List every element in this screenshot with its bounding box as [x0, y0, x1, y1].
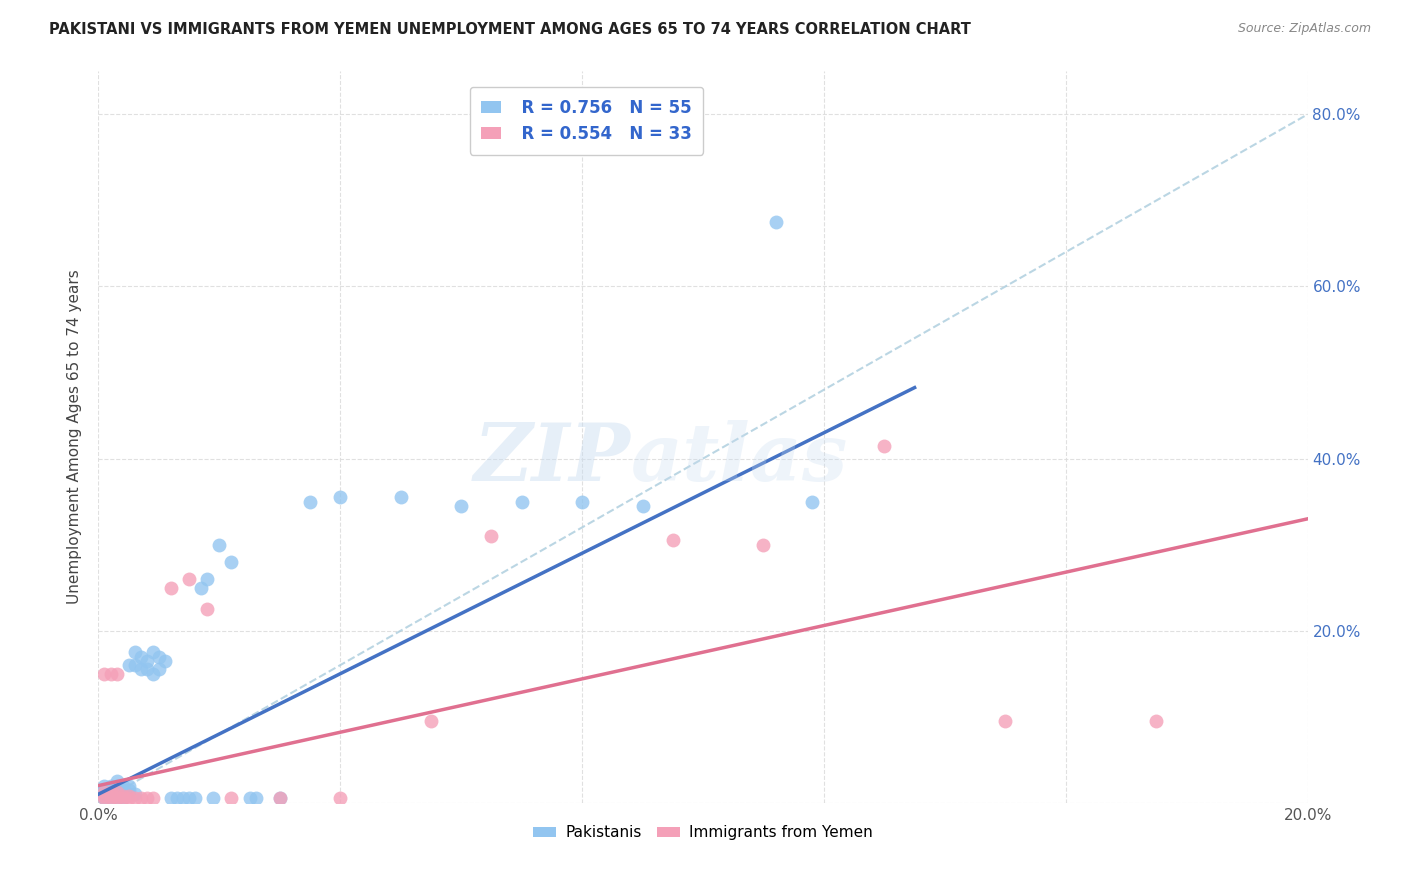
Point	[124, 658, 146, 673]
Point	[124, 791, 146, 805]
Point	[269, 791, 291, 805]
Point	[160, 791, 183, 805]
Point	[239, 791, 262, 805]
Point	[93, 779, 115, 793]
Point	[129, 649, 152, 664]
Point	[111, 779, 134, 793]
Point	[190, 581, 212, 595]
Point	[299, 494, 322, 508]
Point	[118, 783, 141, 797]
Point	[450, 499, 472, 513]
Point	[93, 791, 115, 805]
Y-axis label: Unemployment Among Ages 65 to 74 years: Unemployment Among Ages 65 to 74 years	[67, 269, 83, 605]
Legend: Pakistanis, Immigrants from Yemen: Pakistanis, Immigrants from Yemen	[527, 819, 879, 847]
Point	[93, 783, 115, 797]
Point	[135, 791, 157, 805]
Point	[105, 787, 128, 801]
Point	[245, 791, 267, 805]
Point	[148, 662, 170, 676]
Point	[221, 791, 243, 805]
Point	[118, 789, 141, 803]
Point	[179, 791, 201, 805]
Point	[631, 499, 654, 513]
Point	[389, 491, 412, 505]
Point	[105, 666, 128, 681]
Point	[105, 774, 128, 789]
Point	[100, 666, 122, 681]
Point	[105, 779, 128, 793]
Point	[765, 215, 787, 229]
Point	[153, 654, 176, 668]
Point	[100, 791, 122, 805]
Point	[105, 785, 128, 799]
Point	[510, 494, 533, 508]
Point	[118, 779, 141, 793]
Point	[873, 439, 896, 453]
Point	[166, 791, 188, 805]
Point	[124, 787, 146, 801]
Point	[661, 533, 683, 548]
Point	[111, 787, 134, 801]
Point	[100, 789, 122, 803]
Point	[118, 658, 141, 673]
Point	[142, 791, 165, 805]
Text: Source: ZipAtlas.com: Source: ZipAtlas.com	[1237, 22, 1371, 36]
Point	[329, 491, 352, 505]
Point	[111, 789, 134, 803]
Point	[105, 789, 128, 803]
Point	[160, 581, 183, 595]
Point	[202, 791, 225, 805]
Point	[100, 791, 122, 805]
Point	[269, 791, 291, 805]
Point	[994, 714, 1017, 728]
Point	[135, 654, 157, 668]
Point	[800, 494, 823, 508]
Point	[135, 662, 157, 676]
Point	[118, 787, 141, 801]
Point	[118, 791, 141, 805]
Point	[148, 649, 170, 664]
Point	[100, 787, 122, 801]
Point	[481, 529, 503, 543]
Point	[1144, 714, 1167, 728]
Point	[100, 783, 122, 797]
Point	[100, 785, 122, 799]
Point	[172, 791, 194, 805]
Point	[179, 572, 201, 586]
Point	[93, 789, 115, 803]
Point	[420, 714, 443, 728]
Point	[93, 791, 115, 805]
Text: ZIP: ZIP	[474, 420, 630, 498]
Point	[221, 555, 243, 569]
Point	[111, 791, 134, 805]
Text: PAKISTANI VS IMMIGRANTS FROM YEMEN UNEMPLOYMENT AMONG AGES 65 TO 74 YEARS CORREL: PAKISTANI VS IMMIGRANTS FROM YEMEN UNEMP…	[49, 22, 972, 37]
Point	[142, 645, 165, 659]
Point	[571, 494, 593, 508]
Text: atlas: atlas	[630, 420, 848, 498]
Point	[195, 572, 218, 586]
Point	[142, 666, 165, 681]
Point	[111, 783, 134, 797]
Point	[105, 791, 128, 805]
Point	[129, 791, 152, 805]
Point	[329, 791, 352, 805]
Point	[195, 602, 218, 616]
Point	[93, 785, 115, 799]
Point	[184, 791, 207, 805]
Point	[208, 538, 231, 552]
Point	[105, 783, 128, 797]
Point	[129, 662, 152, 676]
Point	[124, 645, 146, 659]
Point	[105, 791, 128, 805]
Point	[111, 791, 134, 805]
Point	[93, 787, 115, 801]
Point	[93, 666, 115, 681]
Point	[752, 538, 775, 552]
Point	[100, 779, 122, 793]
